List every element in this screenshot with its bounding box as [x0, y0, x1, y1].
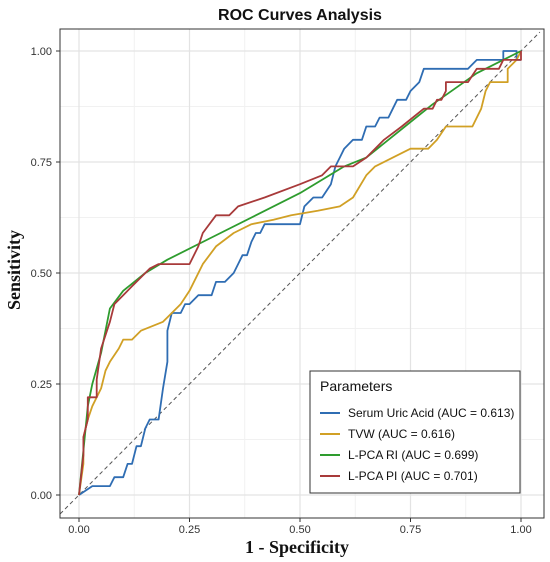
x-tick-label: 0.50 [289, 524, 310, 536]
legend-label-serum-uric-acid: Serum Uric Acid (AUC = 0.613) [348, 406, 514, 420]
series-line-serum-uric-acid [78, 50, 521, 496]
x-tick-label: 0.25 [179, 524, 200, 536]
reference-diagonal [59, 31, 541, 515]
series-line-l-pca-pi [78, 51, 522, 496]
y-tick-label: 0.75 [31, 157, 52, 169]
x-tick-label: 0.75 [400, 524, 421, 536]
legend: Parameters Serum Uric Acid (AUC = 0.613)… [309, 370, 521, 494]
chart-title: ROC Curves Analysis [218, 7, 382, 24]
legend-label-tvw: TVW (AUC = 0.616) [348, 427, 455, 441]
series-lines [78, 50, 522, 496]
series-line-tvw [78, 50, 522, 496]
y-tick-label: 0.50 [31, 268, 52, 280]
legend-label-l-pca-ri: L-PCA RI (AUC = 0.699) [348, 448, 478, 462]
legend-title: Parameters [320, 378, 392, 394]
x-axis-ticks: 0.00 0.25 0.50 0.75 1.00 [68, 518, 532, 536]
x-axis-title: 1 - Specificity [245, 537, 349, 557]
legend-label-l-pca-pi: L-PCA PI (AUC = 0.701) [348, 469, 478, 483]
y-tick-label: 0.00 [31, 490, 52, 502]
reference-line [59, 31, 541, 515]
legend-box [309, 370, 521, 494]
y-tick-label: 0.25 [31, 379, 52, 391]
y-axis-title: Sensitivity [4, 230, 24, 310]
y-axis-ticks: 0.00 0.25 0.50 0.75 1.00 [31, 46, 60, 502]
y-tick-label: 1.00 [31, 46, 52, 58]
legend-items: Serum Uric Acid (AUC = 0.613) TVW (AUC = … [320, 406, 514, 483]
x-tick-label: 0.00 [68, 524, 89, 536]
x-tick-label: 1.00 [510, 524, 531, 536]
